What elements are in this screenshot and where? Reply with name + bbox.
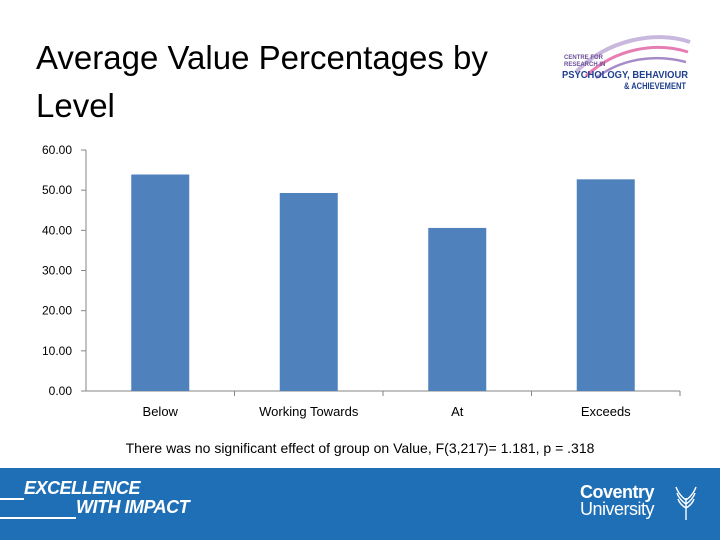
x-tick-label: Exceeds: [581, 404, 631, 419]
bar-exceeds: [576, 179, 635, 391]
y-tick-label: 20.00: [42, 304, 72, 318]
x-tick-label: Working Towards: [259, 404, 359, 419]
y-tick-label: 30.00: [42, 264, 72, 278]
bar-working-towards: [279, 192, 338, 391]
university-name-line-2: University: [580, 499, 655, 519]
x-tick-label: Below: [143, 404, 179, 419]
logo-swoosh-1: [574, 35, 691, 74]
logo-line-1: CENTRE FOR: [564, 55, 604, 61]
y-tick-label: 10.00: [42, 344, 72, 358]
university-name-line-1: Coventry: [580, 482, 655, 502]
logo-line-4: & ACHIEVEMENT: [624, 81, 686, 91]
y-tick-label: 0.00: [49, 384, 73, 398]
slide-title: Average Value Percentages by Level: [36, 39, 488, 124]
footer-slogan: EXCELLENCE WITH IMPACT: [0, 478, 190, 519]
significance-caption: There was no significant effect of group…: [125, 440, 595, 456]
logo-line-3: PSYCHOLOGY, BEHAVIOUR: [562, 69, 688, 81]
bar-chart: 0.00 10.00 20.00 30.00 40.00 50.00 60.00 Below…: [42, 143, 681, 419]
coventry-university-logo: Coventry University: [580, 482, 655, 519]
slogan-line-1: EXCELLENCE: [24, 478, 141, 498]
y-tick-label: 60.00: [42, 143, 72, 157]
y-tick-label: 50.00: [42, 183, 72, 197]
logo-line-2: RESEARCH IN: [564, 62, 605, 68]
slogan-rule-1: [0, 498, 24, 500]
phoenix-icon: [675, 486, 697, 520]
slogan-rule-2: [0, 517, 76, 519]
x-axis-labels: Below Working Towards At Exceeds: [143, 391, 681, 419]
x-tick-label: At: [451, 404, 464, 419]
research-centre-logo: CENTRE FOR RESEARCH IN PSYCHOLOGY, BEHAV…: [562, 35, 691, 91]
bar-at: [428, 227, 487, 391]
logo-swoosh-3: [595, 56, 687, 79]
slogan-line-2: WITH IMPACT: [76, 497, 190, 517]
bars: [131, 174, 635, 391]
footer-bar: EXCELLENCE WITH IMPACT Coventry Universi…: [0, 468, 720, 540]
y-tick-label: 40.00: [42, 223, 72, 237]
logo-swoosh-2: [584, 46, 689, 78]
bar-below: [131, 174, 190, 391]
